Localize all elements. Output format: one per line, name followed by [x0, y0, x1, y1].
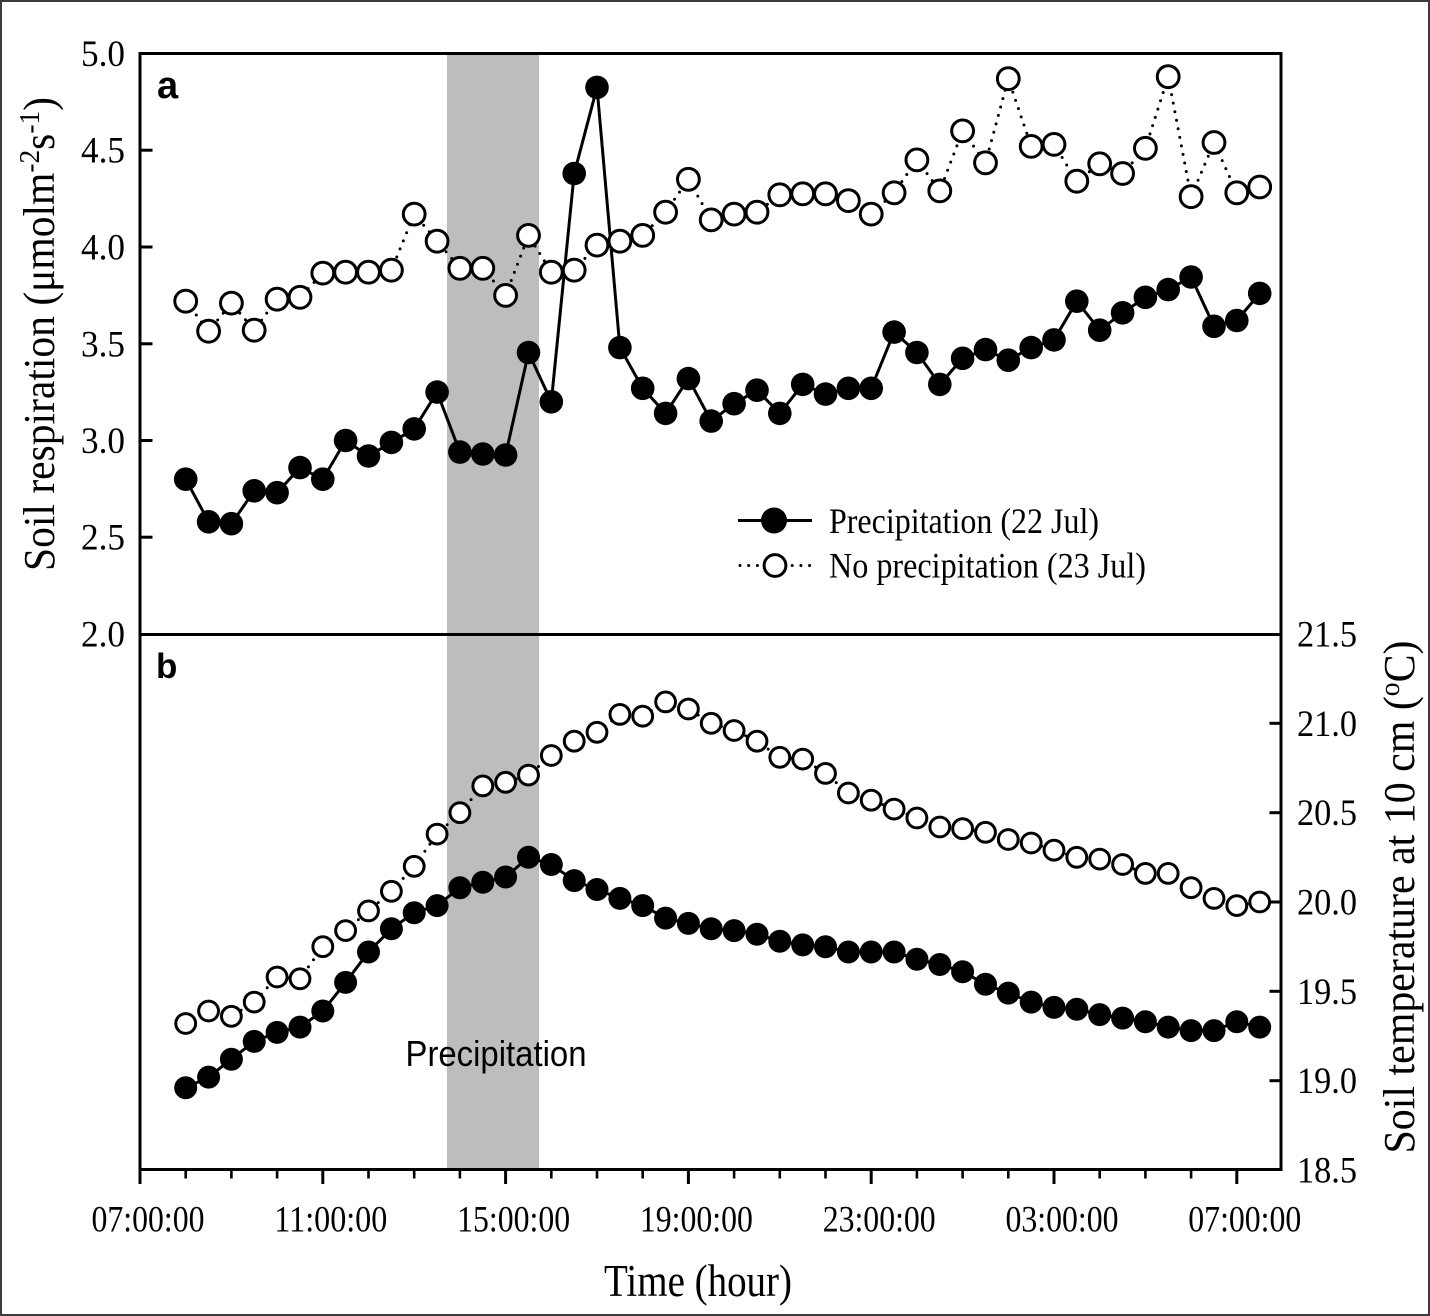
svg-text:No precipitation (23 Jul): No precipitation (23 Jul): [829, 546, 1146, 586]
svg-text:Precipitation (22 Jul): Precipitation (22 Jul): [829, 501, 1099, 541]
svg-text:21.0: 21.0: [1297, 704, 1357, 745]
svg-text:18.5: 18.5: [1297, 1151, 1357, 1192]
svg-text:a: a: [157, 65, 179, 107]
svg-text:Precipitation: Precipitation: [406, 1033, 587, 1074]
svg-text:2.0: 2.0: [81, 615, 125, 656]
svg-text:23:00:00: 23:00:00: [823, 1200, 936, 1241]
svg-text:3.5: 3.5: [81, 324, 125, 365]
svg-text:b: b: [156, 647, 177, 686]
svg-text:07:00:00: 07:00:00: [92, 1200, 205, 1241]
svg-text:4.5: 4.5: [81, 131, 125, 172]
svg-text:Time (hour): Time (hour): [604, 1256, 792, 1306]
svg-text:20.5: 20.5: [1297, 793, 1357, 834]
svg-text:Soil respiration (μmolm-2s-1): Soil respiration (μmolm-2s-1): [14, 97, 64, 571]
svg-text:2.5: 2.5: [81, 518, 125, 559]
svg-text:15:00:00: 15:00:00: [457, 1200, 570, 1241]
svg-text:21.5: 21.5: [1297, 615, 1357, 656]
svg-text:20.0: 20.0: [1297, 883, 1357, 924]
svg-text:11:00:00: 11:00:00: [274, 1200, 387, 1241]
svg-text:07:00:00: 07:00:00: [1188, 1200, 1301, 1241]
svg-text:3.0: 3.0: [81, 421, 125, 462]
svg-text:19.5: 19.5: [1297, 972, 1357, 1013]
svg-text:19:00:00: 19:00:00: [640, 1200, 753, 1241]
svg-text:19.0: 19.0: [1297, 1061, 1357, 1102]
svg-text:5.0: 5.0: [81, 34, 125, 75]
svg-text:Soil temperature at 10 cm (oC): Soil temperature at 10 cm (oC): [1374, 640, 1424, 1153]
svg-text:03:00:00: 03:00:00: [1006, 1200, 1119, 1241]
svg-text:4.0: 4.0: [81, 228, 125, 269]
